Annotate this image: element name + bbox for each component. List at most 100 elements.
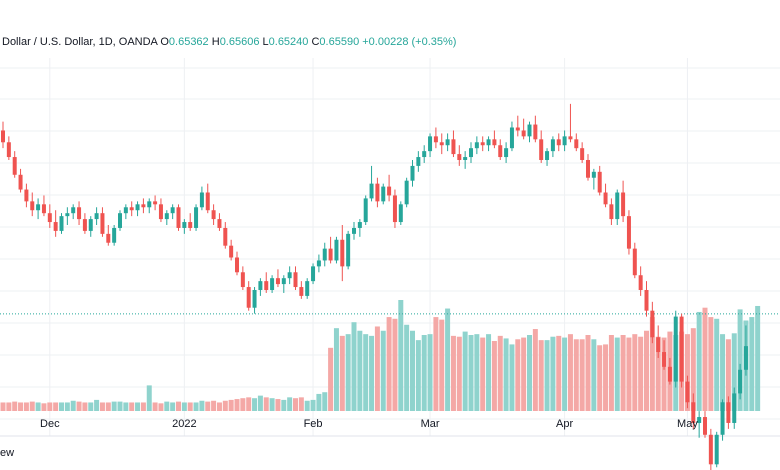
volume-bar <box>158 403 164 411</box>
volume-bar <box>53 402 59 411</box>
volume-bar <box>415 340 421 411</box>
candle-body <box>217 219 222 228</box>
candle-body <box>597 171 602 193</box>
volume-bar <box>725 339 731 411</box>
volume-bar <box>94 399 100 411</box>
candle-body <box>158 204 163 220</box>
volume-bar <box>626 337 632 411</box>
open-value: 0.65362 <box>168 36 209 48</box>
candle-body <box>118 213 122 228</box>
volume-bar <box>690 328 696 411</box>
volume-bar <box>737 309 743 411</box>
x-tick-label: 2022 <box>172 418 196 430</box>
volume-bar <box>234 399 240 411</box>
volume-bar <box>462 331 468 411</box>
volume-bar <box>497 335 503 411</box>
close-value: 0.65590 <box>319 36 360 48</box>
candle-body <box>568 136 573 140</box>
candle-body <box>153 201 158 205</box>
candle-body <box>340 239 345 267</box>
volume-bar <box>246 397 252 411</box>
candle-body <box>24 189 29 202</box>
candle-body <box>258 281 263 290</box>
candle-body <box>293 272 298 288</box>
volume-bar <box>398 300 404 411</box>
volume-bar <box>0 402 6 411</box>
candle-body <box>615 192 620 220</box>
low-value: 0.65240 <box>268 36 309 48</box>
candle-body <box>638 275 643 290</box>
candle-body <box>182 222 187 228</box>
candle-body <box>720 402 725 435</box>
volume-bar <box>205 401 211 411</box>
candle-body <box>305 281 310 296</box>
volume-bar <box>357 330 363 411</box>
candle-body <box>679 316 684 382</box>
volume-bar <box>562 337 568 411</box>
volume-bar <box>351 322 357 411</box>
candle-body <box>726 402 731 423</box>
candle-body <box>53 222 58 231</box>
candle-body <box>416 157 421 166</box>
candle-body <box>504 148 509 158</box>
volume-bar <box>23 402 29 411</box>
volume-bar <box>439 319 445 411</box>
candle-body <box>71 207 76 214</box>
volume-bar <box>193 402 199 411</box>
volume-bar <box>404 324 410 411</box>
volume-bar <box>421 335 427 411</box>
candle-body <box>486 139 491 146</box>
candle-body <box>6 142 11 158</box>
volume-bar <box>310 399 316 411</box>
volume-bar <box>88 402 94 411</box>
volume-bar <box>544 340 550 411</box>
candle-body <box>41 204 46 214</box>
candle-body <box>703 417 707 435</box>
volume-bar <box>649 317 655 411</box>
candle-body <box>714 434 719 465</box>
candle-body <box>357 222 362 228</box>
candle-body <box>697 417 702 423</box>
volume-bar <box>35 402 41 411</box>
volume-bar <box>18 402 24 411</box>
volume-bar <box>111 401 117 411</box>
low-label: L <box>262 36 269 48</box>
volume-bar <box>59 402 64 411</box>
volume-bar <box>714 318 720 411</box>
candle-body <box>545 151 550 160</box>
candle-body <box>287 272 292 279</box>
high-value: 0.65606 <box>219 36 260 48</box>
volume-bar <box>187 402 193 411</box>
x-tick-label: Apr <box>556 418 573 430</box>
candle-body <box>708 434 713 465</box>
volume-bar <box>620 335 626 411</box>
x-tick-label: Mar <box>421 418 440 430</box>
candle-body <box>492 139 497 146</box>
candle-body <box>322 248 327 261</box>
candle-body <box>164 213 169 220</box>
candle-body <box>246 287 251 308</box>
candle-body <box>375 183 380 202</box>
candle-body <box>77 207 82 220</box>
candle-body <box>650 310 655 338</box>
candle-body <box>433 136 438 143</box>
volume-bar <box>603 344 609 411</box>
volume-bar <box>755 305 761 411</box>
volume-bar <box>708 317 714 411</box>
candle-body <box>591 171 596 178</box>
change-value: +0.00228 (+0.35%) <box>362 36 457 48</box>
volume-bar <box>64 402 70 411</box>
volume-bar <box>374 326 380 411</box>
candle-body <box>123 207 128 214</box>
candle-body <box>644 290 649 311</box>
candle-body <box>533 124 538 140</box>
candle-body <box>457 154 462 160</box>
volume-bar <box>731 333 737 411</box>
volume-bar <box>591 339 597 411</box>
candle-body <box>223 227 228 246</box>
volume-bar <box>257 395 263 411</box>
candle-body <box>691 402 696 423</box>
candle-body <box>18 174 23 190</box>
volume-bar <box>222 400 228 411</box>
